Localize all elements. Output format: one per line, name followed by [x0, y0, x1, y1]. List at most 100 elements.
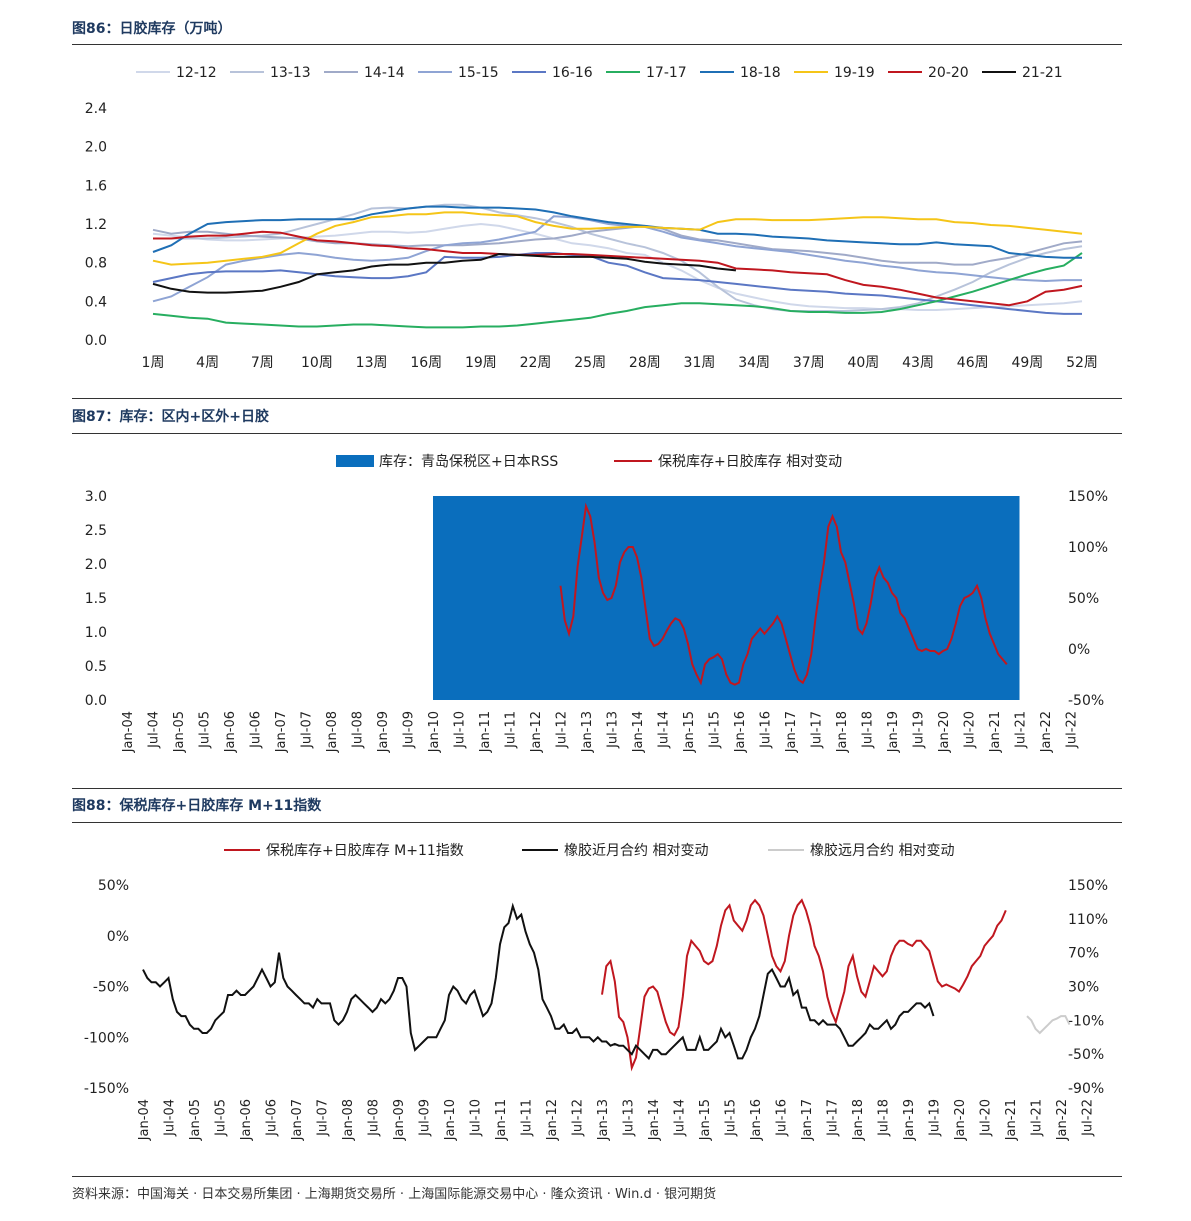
- x-tick-label: 4周: [196, 355, 219, 371]
- x-tick-label: 52周: [1066, 355, 1098, 371]
- x-tick-label: Jan-14: [631, 711, 646, 753]
- y-tick-label: 2.0: [85, 140, 107, 156]
- legend-label-relative-change: 保税库存+日胶库存 相对变动: [658, 453, 842, 470]
- x-tick-label: 7周: [251, 355, 274, 371]
- x-tick-label: Jul-17: [826, 1099, 841, 1137]
- y-right-tick-label: 150%: [1068, 878, 1108, 894]
- y-right-tick-label: -50%: [1068, 693, 1104, 709]
- y-right-tick-label: -50%: [1068, 1047, 1104, 1063]
- x-tick-label: Jan-07: [290, 1099, 305, 1141]
- x-tick-label: Jan-15: [698, 1099, 713, 1141]
- y-left-tick-label: 1.5: [85, 591, 107, 607]
- x-tick-label: 31周: [684, 355, 716, 371]
- legend-label-12-12: 12-12: [176, 65, 217, 81]
- x-tick-label: Jan-18: [835, 711, 850, 753]
- x-tick-label: Jan-10: [443, 1099, 458, 1141]
- legend-swatch-bonded-stock: [336, 455, 374, 467]
- series-line-2: [1026, 1015, 1071, 1035]
- x-tick-label: Jul-19: [912, 711, 927, 749]
- x-tick-label: Jan-13: [580, 711, 595, 753]
- x-tick-label: Jan-15: [682, 711, 697, 753]
- fig88-title: 图88：保税库存+日胶库存 M+11指数: [72, 798, 322, 814]
- series-line-0: [601, 898, 1007, 1072]
- x-tick-label: Jul-15: [724, 1099, 739, 1137]
- y-left-tick-label: -100%: [84, 1030, 129, 1046]
- fig87-rule: [72, 433, 1122, 434]
- y-right-tick-label: 70%: [1068, 946, 1099, 962]
- x-tick-label: Jul-20: [963, 711, 978, 749]
- x-tick-label: Jul-22: [1081, 1099, 1096, 1137]
- fig86-chart: 12-12 13-13 14-14 15-15 16-16 17-17 18-18 19-19…: [85, 65, 1098, 371]
- x-tick-label: Jan-19: [886, 711, 901, 753]
- x-tick-label: Jul-04: [147, 711, 162, 749]
- x-tick-label: Jul-19: [928, 1099, 943, 1137]
- x-tick-label: Jan-16: [749, 1099, 764, 1141]
- y-left-tick-label: 50%: [98, 878, 129, 894]
- series-line-21-21: [152, 252, 737, 294]
- x-tick-label: Jul-05: [214, 1099, 229, 1137]
- fig87-top-rule: [72, 398, 1122, 399]
- legend-label-bonded-stock: 库存：青岛保税区+日本RSS: [379, 454, 558, 470]
- x-tick-label: 40周: [847, 355, 879, 371]
- y-left-tick-label: 0.5: [85, 659, 107, 675]
- x-tick-label: 10周: [301, 355, 333, 371]
- x-tick-label: Jul-21: [1030, 1099, 1045, 1137]
- x-tick-label: Jul-06: [265, 1099, 280, 1137]
- fig86-title: 图86：日胶库存（万吨）: [72, 21, 232, 37]
- y-left-tick-label: 0%: [107, 929, 129, 945]
- fig86-rule: [72, 44, 1122, 45]
- x-tick-label: Jul-15: [708, 711, 723, 749]
- legend-label-18-18: 18-18: [740, 65, 781, 81]
- x-tick-label: Jul-10: [469, 1099, 484, 1137]
- x-tick-label: Jul-08: [351, 711, 366, 749]
- x-tick-label: Jul-20: [979, 1099, 994, 1137]
- y-right-tick-label: 110%: [1068, 912, 1108, 928]
- y-right-tick-label: -10%: [1068, 1013, 1104, 1029]
- x-tick-label: Jan-07: [274, 711, 289, 753]
- fig88-rule: [72, 822, 1122, 823]
- series-line-16-16: [152, 252, 1082, 315]
- legend-label-15-15: 15-15: [458, 65, 499, 81]
- x-tick-label: 49周: [1011, 355, 1043, 371]
- x-tick-label: 25周: [574, 355, 606, 371]
- x-tick-label: Jul-07: [316, 1099, 331, 1137]
- x-tick-label: Jul-18: [861, 711, 876, 749]
- y-left-tick-label: 2.0: [85, 557, 107, 573]
- x-tick-label: Jul-06: [249, 711, 264, 749]
- x-tick-label: Jan-17: [800, 1099, 815, 1141]
- series-line-18-18: [152, 205, 1082, 259]
- source-note: 资料来源：中国海关 · 日本交易所集团 · 上海期货交易所 · 上海国际能源交易…: [72, 1187, 717, 1202]
- y-right-tick-label: 100%: [1068, 540, 1108, 556]
- x-tick-label: Jan-22: [1039, 711, 1054, 753]
- fig88-chart: 保税库存+日胶库存 M+11指数 橡胶近月合约 相对变动 橡胶远月合约 相对变动 -1…: [84, 842, 1108, 1141]
- x-tick-label: Jul-08: [367, 1099, 382, 1137]
- legend-label-13-13: 13-13: [270, 65, 311, 81]
- x-tick-label: Jan-16: [733, 711, 748, 753]
- x-tick-label: Jan-11: [478, 711, 493, 753]
- y-right-tick-label: 30%: [1068, 980, 1099, 996]
- x-tick-label: Jan-19: [902, 1099, 917, 1141]
- legend-label-0: 保税库存+日胶库存 M+11指数: [266, 842, 464, 859]
- y-tick-label: 0.8: [85, 256, 107, 272]
- x-tick-label: 34周: [738, 355, 770, 371]
- x-tick-label: Jan-21: [1004, 1099, 1019, 1141]
- x-tick-label: Jan-06: [239, 1099, 254, 1141]
- x-tick-label: Jul-11: [520, 1099, 535, 1137]
- y-tick-label: 0.4: [85, 294, 107, 310]
- y-left-tick-label: 1.0: [85, 625, 107, 641]
- x-tick-label: Jan-08: [325, 711, 340, 753]
- series-line-relative-change: [559, 502, 1008, 686]
- x-tick-label: Jul-14: [657, 711, 672, 749]
- legend-label-21-21: 21-21: [1022, 65, 1063, 81]
- legend-label-19-19: 19-19: [834, 65, 875, 81]
- y-left-tick-label: 3.0: [85, 489, 107, 505]
- y-tick-label: 2.4: [85, 101, 107, 117]
- x-tick-label: 37周: [793, 355, 825, 371]
- y-tick-label: 1.2: [85, 217, 107, 233]
- x-tick-label: Jan-05: [188, 1099, 203, 1141]
- x-tick-label: Jan-10: [427, 711, 442, 753]
- legend-label-16-16: 16-16: [552, 65, 593, 81]
- x-tick-label: Jul-16: [775, 1099, 790, 1137]
- x-tick-label: 43周: [902, 355, 934, 371]
- x-tick-label: Jan-17: [784, 711, 799, 753]
